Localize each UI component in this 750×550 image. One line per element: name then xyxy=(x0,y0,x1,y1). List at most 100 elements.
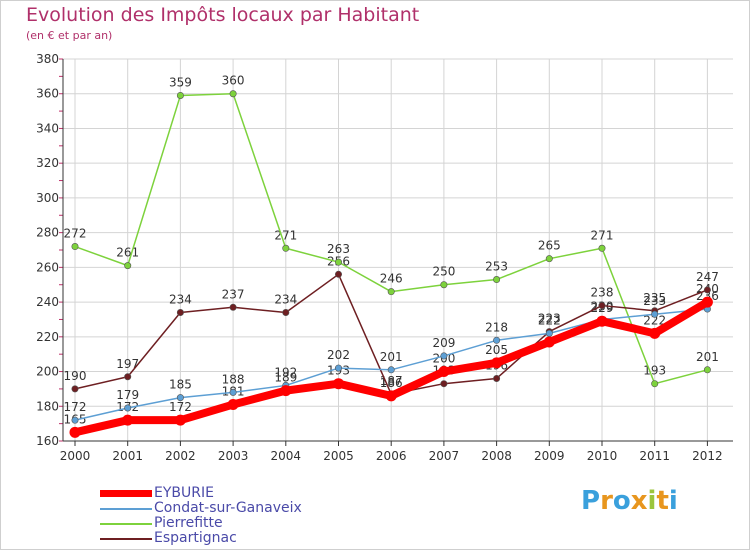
data-label: 172 xyxy=(64,400,87,414)
data-label: 179 xyxy=(116,388,139,402)
legend-item-eyburie: EYBURIE xyxy=(100,485,340,501)
data-label: 172 xyxy=(169,400,192,414)
data-label: 187 xyxy=(380,374,403,388)
x-tick-label: 2006 xyxy=(376,449,407,463)
x-tick-label: 2000 xyxy=(60,449,91,463)
chart-subtitle: (en € et par an) xyxy=(26,29,113,42)
data-label: 223 xyxy=(538,312,561,326)
data-point xyxy=(703,366,711,374)
logo-letter: P xyxy=(581,486,601,516)
legend-item-espartignac: Espartignac xyxy=(100,530,340,546)
logo-letter: r xyxy=(600,486,613,516)
data-label: 190 xyxy=(64,369,87,383)
data-label: 222 xyxy=(643,313,666,327)
legend-label: Pierrefitte xyxy=(154,515,223,531)
data-label: 192 xyxy=(274,365,297,379)
logo-letter: i xyxy=(647,486,657,516)
data-point xyxy=(493,276,501,284)
x-tick-label: 2010 xyxy=(587,449,618,463)
legend-label: EYBURIE xyxy=(154,485,214,501)
data-point xyxy=(493,374,501,382)
data-point xyxy=(71,416,79,424)
data-point xyxy=(176,309,184,317)
y-tick-label: 280 xyxy=(36,226,59,240)
x-tick-label: 2011 xyxy=(639,449,670,463)
data-point xyxy=(174,414,186,426)
data-point xyxy=(493,336,501,344)
data-label: 250 xyxy=(432,265,455,279)
data-point xyxy=(227,399,239,411)
data-point xyxy=(545,329,553,337)
data-point xyxy=(701,296,713,308)
legend-swatch xyxy=(100,538,152,540)
x-tick-label: 2001 xyxy=(112,449,143,463)
data-point xyxy=(282,244,290,252)
data-point xyxy=(649,327,661,339)
y-tick-label: 340 xyxy=(36,121,59,135)
data-point xyxy=(385,390,397,402)
x-tick-label: 2002 xyxy=(165,449,196,463)
data-point xyxy=(334,258,342,266)
y-tick-label: 220 xyxy=(36,330,59,344)
data-point xyxy=(71,243,79,251)
data-point xyxy=(176,91,184,99)
data-label: 265 xyxy=(538,239,561,253)
y-tick-label: 160 xyxy=(36,434,59,448)
y-tick-label: 380 xyxy=(36,52,59,66)
y-tick-label: 320 xyxy=(36,156,59,170)
logo-letter: t xyxy=(656,486,669,516)
data-label: 197 xyxy=(116,357,139,371)
data-point xyxy=(387,366,395,374)
y-tick-label: 180 xyxy=(36,399,59,413)
x-tick-label: 2009 xyxy=(534,449,565,463)
data-label: 238 xyxy=(591,286,614,300)
data-label: 234 xyxy=(169,293,192,307)
x-tick-label: 2003 xyxy=(218,449,249,463)
data-point xyxy=(176,394,184,402)
legend-swatch xyxy=(100,523,152,525)
data-point xyxy=(334,270,342,278)
x-tick-label: 2008 xyxy=(481,449,512,463)
logo-letter: i xyxy=(668,486,678,516)
data-point xyxy=(334,364,342,372)
data-label: 185 xyxy=(169,378,192,392)
data-point xyxy=(122,414,134,426)
data-point xyxy=(438,366,450,378)
y-tick-label: 360 xyxy=(36,87,59,101)
legend-item-condat: Condat-sur-Ganaveix xyxy=(100,500,340,516)
data-label: 233 xyxy=(643,294,666,308)
data-label: 188 xyxy=(222,372,245,386)
data-point xyxy=(543,336,555,348)
data-point xyxy=(598,244,606,252)
data-label: 189 xyxy=(274,371,297,385)
legend-label: Espartignac xyxy=(154,530,237,546)
data-point xyxy=(598,302,606,310)
x-tick-label: 2012 xyxy=(692,449,723,463)
logo-letter: o xyxy=(612,486,631,516)
data-label: 201 xyxy=(696,350,719,364)
data-label: 202 xyxy=(327,348,350,362)
data-label: 247 xyxy=(696,270,719,284)
data-point xyxy=(440,281,448,289)
logo-letter: x xyxy=(630,486,648,516)
data-point xyxy=(124,404,132,412)
data-label: 261 xyxy=(116,246,139,260)
data-label: 209 xyxy=(432,336,455,350)
data-label: 271 xyxy=(591,228,614,242)
y-tick-label: 300 xyxy=(36,191,59,205)
x-tick-label: 2007 xyxy=(429,449,460,463)
legend-swatch xyxy=(100,508,152,510)
data-point xyxy=(491,357,503,369)
data-label: 222 xyxy=(538,313,561,327)
data-point xyxy=(124,373,132,381)
data-point xyxy=(545,255,553,263)
data-label: 272 xyxy=(64,227,87,241)
y-tick-label: 240 xyxy=(36,295,59,309)
data-label: 253 xyxy=(485,260,508,274)
data-point xyxy=(440,380,448,388)
data-label: 263 xyxy=(327,242,350,256)
data-point xyxy=(229,388,237,396)
data-point xyxy=(387,288,395,296)
x-tick-label: 2004 xyxy=(271,449,302,463)
